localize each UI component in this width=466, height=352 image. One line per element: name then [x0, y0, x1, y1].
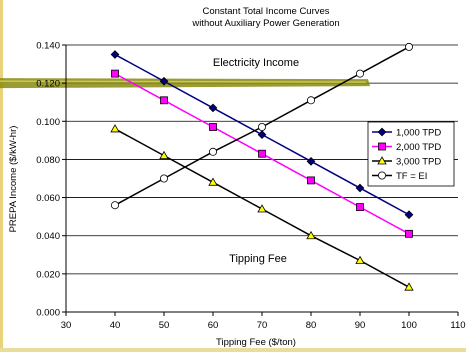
data-point [378, 142, 386, 151]
highlight-stroke-shine [0, 80, 367, 83]
series-2 [111, 69, 413, 238]
chart-title: Constant Total Income Curves [202, 6, 329, 17]
x-tick-label: 110 [450, 320, 465, 331]
highlight-stroke [0, 78, 370, 89]
data-point [355, 69, 364, 78]
legend-label: 1,000 TPD [396, 128, 441, 139]
data-point [258, 149, 266, 158]
data-point [377, 171, 386, 180]
data-point [404, 42, 413, 51]
series-3 [110, 124, 414, 291]
data-point [110, 50, 120, 59]
y-tick-label: 0.100 [36, 117, 60, 128]
series-4 [111, 42, 413, 210]
legend-item: TF = EI [372, 171, 427, 182]
data-point [257, 204, 267, 213]
y-tick-label: 0.060 [36, 193, 60, 204]
highlight-band [0, 78, 370, 89]
data-point [404, 282, 414, 291]
data-point [306, 230, 316, 240]
left-border-stripe [0, 0, 3, 352]
data-point [159, 174, 168, 183]
axes: 0.000 0.020 0.040 0.060 0.080 0.100 0.120 0.140… [36, 41, 465, 332]
legend-label: 2,000 TPD [396, 142, 441, 153]
data-point [307, 176, 315, 185]
y-tick-label: 0.120 [36, 79, 60, 90]
legend-item: 2,000 TPD [372, 142, 441, 153]
x-tick-label: 90 [355, 320, 366, 331]
data-point [159, 150, 169, 160]
chart-subtitle: without Auxiliary Power Generation [191, 18, 339, 29]
data-point [257, 130, 267, 140]
x-tick-label: 70 [257, 320, 268, 331]
data-point [356, 203, 364, 212]
x-tick-label: 40 [110, 320, 121, 331]
data-point [208, 177, 218, 186]
data-point [111, 201, 120, 210]
x-tick-label: 30 [61, 320, 72, 331]
data-point [208, 147, 217, 156]
y-tick-label: 0.020 [36, 269, 60, 280]
y-tick-label: 0.140 [36, 41, 60, 52]
data-point [257, 123, 266, 132]
x-tick-label: 50 [159, 320, 170, 331]
data-point [111, 69, 119, 78]
x-axis-label: Tipping Fee ($/ton) [216, 337, 296, 348]
data-point [110, 124, 120, 133]
y-tick-label: 0.000 [36, 308, 60, 319]
y-axis-label: PREPA Income ($/kW-hr) [8, 126, 19, 233]
data-point [377, 127, 387, 137]
legend-item: 1,000 TPD [372, 128, 441, 139]
x-tick-label: 100 [401, 320, 417, 331]
annotation-electricity-income: Electricity Income [213, 57, 299, 69]
data-point [355, 183, 365, 193]
y-tick-label: 0.080 [36, 155, 60, 166]
x-tick-label: 60 [208, 320, 219, 331]
legend-label: TF = EI [396, 171, 427, 182]
data-point [355, 255, 365, 264]
annotation-tipping-fee: Tipping Fee [229, 253, 287, 265]
legend: 1,000 TPD 2,000 TPD 3,000 TPD TF = EI [367, 121, 455, 187]
y-tick-label: 0.040 [36, 231, 60, 242]
data-point [306, 156, 316, 166]
data-point [404, 210, 414, 220]
legend-label: 3,000 TPD [396, 157, 441, 168]
series-group [110, 42, 414, 291]
data-point [377, 156, 387, 165]
data-point [159, 76, 169, 86]
bottom-border-stripe [0, 348, 466, 352]
x-tick-label: 80 [306, 320, 317, 331]
series-1 [110, 50, 414, 220]
data-point [208, 103, 218, 113]
data-point [209, 123, 217, 131]
legend-item: 3,000 TPD [372, 156, 441, 168]
data-point [306, 96, 315, 105]
data-point [160, 96, 168, 105]
data-point [405, 229, 413, 238]
